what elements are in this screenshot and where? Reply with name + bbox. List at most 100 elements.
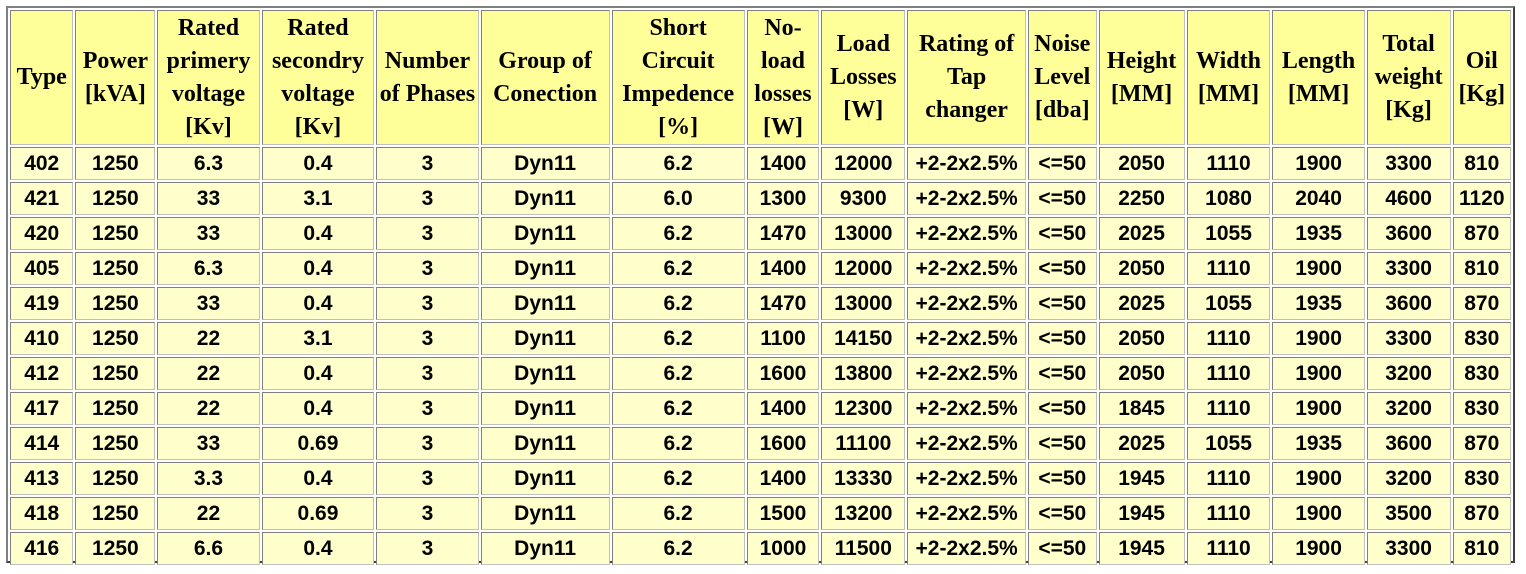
secondary-voltage-cell: 0.4 [261, 532, 375, 565]
length-cell: 1900 [1272, 252, 1365, 285]
height-cell: 2025 [1098, 287, 1185, 320]
no-load-losses-cell: 1500 [746, 497, 820, 530]
no-load-losses-cell: 1300 [746, 182, 820, 215]
width-cell: 1110 [1186, 532, 1271, 565]
connection-group-cell: Dyn11 [480, 357, 610, 390]
power-cell: 1250 [75, 252, 156, 285]
connection-group-cell: Dyn11 [480, 462, 610, 495]
load-losses-cell: 13000 [821, 217, 906, 250]
header-total-weight: Total weight [Kg] [1366, 10, 1451, 145]
primary-voltage-cell: 3.3 [157, 462, 260, 495]
header-rated-primary-voltage: Rated primery voltage [Kv] [157, 10, 260, 145]
total-weight-cell: 3300 [1366, 147, 1451, 180]
type-cell: 402 [10, 147, 74, 180]
length-cell: 1935 [1272, 217, 1365, 250]
tap-changer-cell: +2-2x2.5% [907, 322, 1026, 355]
connection-group-cell: Dyn11 [480, 287, 610, 320]
tap-changer-cell: +2-2x2.5% [907, 287, 1026, 320]
type-cell: 410 [10, 322, 74, 355]
table-body: 402 1250 6.3 0.4 3 Dyn11 6.2 1400 12000 +2-2x2.5%… [10, 147, 1511, 565]
type-cell: 416 [10, 532, 74, 565]
total-weight-cell: 3500 [1366, 497, 1451, 530]
power-cell: 1250 [75, 182, 156, 215]
secondary-voltage-cell: 0.69 [261, 427, 375, 460]
table-row: 418 1250 22 0.69 3 Dyn11 6.2 1500 13200 +2-2x2.5%… [10, 497, 1511, 530]
type-cell: 419 [10, 287, 74, 320]
noise-level-cell: <=50 [1027, 462, 1097, 495]
noise-level-cell: <=50 [1027, 357, 1097, 390]
no-load-losses-cell: 1400 [746, 252, 820, 285]
type-cell: 412 [10, 357, 74, 390]
header-group-of-connection: Group of Conection [480, 10, 610, 145]
tap-changer-cell: +2-2x2.5% [907, 252, 1026, 285]
load-losses-cell: 12000 [821, 147, 906, 180]
noise-level-cell: <=50 [1027, 287, 1097, 320]
no-load-losses-cell: 1000 [746, 532, 820, 565]
load-losses-cell: 13800 [821, 357, 906, 390]
impedance-cell: 6.2 [611, 357, 745, 390]
header-width: Width [MM] [1186, 10, 1271, 145]
table-frame: Type Power [kVA] Rated primery voltage [… [6, 6, 1515, 565]
impedance-cell: 6.2 [611, 462, 745, 495]
table-row: 416 1250 6.6 0.4 3 Dyn11 6.2 1000 11500 +2-2x2.5%… [10, 532, 1511, 565]
table-row: 413 1250 3.3 0.4 3 Dyn11 6.2 1400 13330 +2-2x2.5%… [10, 462, 1511, 495]
header-rated-secondary-voltage: Rated secondry voltage [Kv] [261, 10, 375, 145]
length-cell: 2040 [1272, 182, 1365, 215]
header-short-circuit-impedance: Short Circuit Impedence [%] [611, 10, 745, 145]
impedance-cell: 6.2 [611, 252, 745, 285]
height-cell: 1845 [1098, 392, 1185, 425]
tap-changer-cell: +2-2x2.5% [907, 217, 1026, 250]
power-cell: 1250 [75, 497, 156, 530]
connection-group-cell: Dyn11 [480, 532, 610, 565]
width-cell: 1110 [1186, 357, 1271, 390]
total-weight-cell: 3200 [1366, 392, 1451, 425]
noise-level-cell: <=50 [1027, 427, 1097, 460]
connection-group-cell: Dyn11 [480, 392, 610, 425]
oil-cell: 830 [1452, 357, 1511, 390]
secondary-voltage-cell: 0.4 [261, 287, 375, 320]
phases-cell: 3 [376, 252, 479, 285]
power-cell: 1250 [75, 392, 156, 425]
table-row: 417 1250 22 0.4 3 Dyn11 6.2 1400 12300 +2-2x2.5% <… [10, 392, 1511, 425]
tap-changer-cell: +2-2x2.5% [907, 357, 1026, 390]
secondary-voltage-cell: 0.4 [261, 462, 375, 495]
height-cell: 2025 [1098, 217, 1185, 250]
length-cell: 1900 [1272, 357, 1365, 390]
oil-cell: 1120 [1452, 182, 1511, 215]
secondary-voltage-cell: 3.1 [261, 182, 375, 215]
height-cell: 1945 [1098, 532, 1185, 565]
secondary-voltage-cell: 0.4 [261, 392, 375, 425]
height-cell: 2050 [1098, 322, 1185, 355]
phases-cell: 3 [376, 427, 479, 460]
noise-level-cell: <=50 [1027, 322, 1097, 355]
width-cell: 1055 [1186, 427, 1271, 460]
noise-level-cell: <=50 [1027, 217, 1097, 250]
noise-level-cell: <=50 [1027, 497, 1097, 530]
table-row: 410 1250 22 3.1 3 Dyn11 6.2 1100 14150 +2-2x2.5% <… [10, 322, 1511, 355]
noise-level-cell: <=50 [1027, 392, 1097, 425]
table-row: 412 1250 22 0.4 3 Dyn11 6.2 1600 13800 +2-2x2.5% <… [10, 357, 1511, 390]
oil-cell: 870 [1452, 427, 1511, 460]
phases-cell: 3 [376, 392, 479, 425]
primary-voltage-cell: 6.3 [157, 147, 260, 180]
header-length: Length [MM] [1272, 10, 1365, 145]
oil-cell: 810 [1452, 147, 1511, 180]
width-cell: 1110 [1186, 147, 1271, 180]
power-cell: 1250 [75, 217, 156, 250]
connection-group-cell: Dyn11 [480, 427, 610, 460]
phases-cell: 3 [376, 147, 479, 180]
height-cell: 1945 [1098, 497, 1185, 530]
primary-voltage-cell: 22 [157, 392, 260, 425]
width-cell: 1110 [1186, 322, 1271, 355]
type-cell: 421 [10, 182, 74, 215]
no-load-losses-cell: 1600 [746, 357, 820, 390]
length-cell: 1900 [1272, 322, 1365, 355]
no-load-losses-cell: 1400 [746, 392, 820, 425]
header-row: Type Power [kVA] Rated primery voltage [… [10, 10, 1511, 145]
phases-cell: 3 [376, 287, 479, 320]
secondary-voltage-cell: 3.1 [261, 322, 375, 355]
noise-level-cell: <=50 [1027, 532, 1097, 565]
oil-cell: 810 [1452, 532, 1511, 565]
connection-group-cell: Dyn11 [480, 497, 610, 530]
impedance-cell: 6.2 [611, 217, 745, 250]
